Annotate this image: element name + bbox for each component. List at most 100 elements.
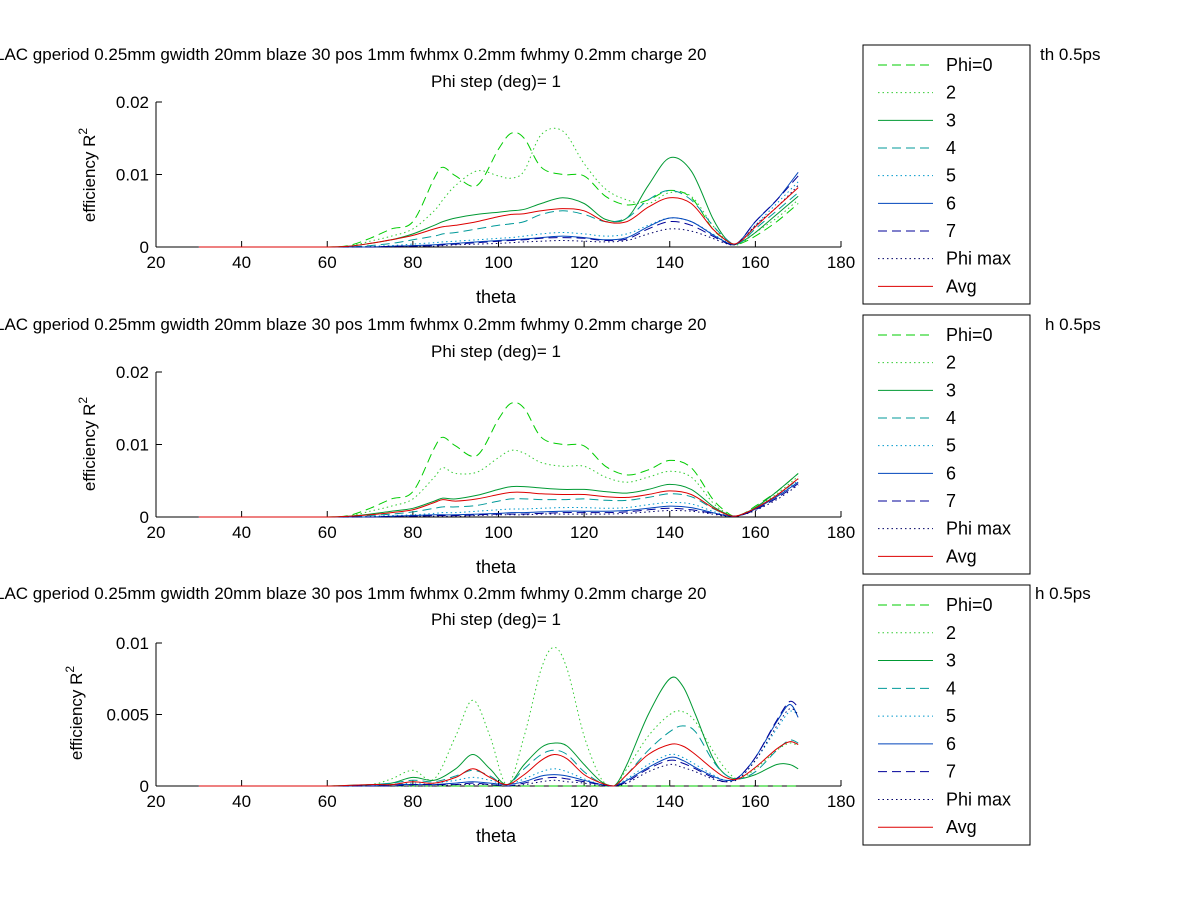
- panel-2-plot: 20 40 60 80 100 120 140 160 180 0 0.01 0.02: [116, 363, 855, 542]
- legend-label: Phi=0: [946, 325, 993, 345]
- series-line-1: [198, 401, 799, 518]
- legend-label: Phi max: [946, 249, 1011, 269]
- x-tick-label: 100: [484, 792, 512, 811]
- legend-label: 2: [946, 623, 956, 643]
- series-line-1: [198, 131, 799, 248]
- panel-1-plot: 20 40 60 80 100 120 140 160 180 0 0.01 0.02: [116, 93, 855, 272]
- x-tick-label: 180: [827, 792, 855, 811]
- legend-label: 2: [946, 353, 956, 373]
- series-line-5: [198, 480, 799, 518]
- x-tick-label: 120: [570, 253, 598, 272]
- x-tick-label: 120: [570, 523, 598, 542]
- legend-panel-1: Phi=0 2 3 4 5 6 7 Phi max Avg: [862, 44, 1031, 305]
- legend-box: [862, 314, 1031, 575]
- legend-label: 7: [946, 491, 956, 511]
- panel-1-ylabel-sup: 2: [76, 128, 90, 135]
- x-tick-label: 160: [741, 792, 769, 811]
- x-tick-label: 20: [147, 792, 166, 811]
- series-line-9: [198, 741, 799, 787]
- legend-label: 5: [946, 706, 956, 726]
- series-line-8: [198, 185, 799, 248]
- legend-panel-2: Phi=0 2 3 4 5 6 7 Phi max Avg: [862, 314, 1031, 575]
- y-tick-label: 0.01: [116, 166, 149, 185]
- y-tick-label: 0.02: [116, 363, 149, 382]
- legends: Phi=0 2 3 4 5 6 7 Phi max Avg Phi=0 2 3 4 5 6 7 Phi max A…: [862, 44, 1031, 846]
- legend-label: 5: [946, 166, 956, 186]
- x-tick-label: 40: [232, 792, 251, 811]
- legend-label: Avg: [946, 276, 977, 296]
- x-tick-label: 20: [147, 253, 166, 272]
- legend-label: 7: [946, 221, 956, 241]
- legend-label: 2: [946, 83, 956, 103]
- panel-1-title-line2: Phi step (deg)= 1: [431, 72, 561, 91]
- x-tick-label: 80: [403, 523, 422, 542]
- x-tick-label: 60: [318, 792, 337, 811]
- y-tick-label: 0.01: [116, 436, 149, 455]
- legend-label: 4: [946, 678, 956, 698]
- series-line-2: [198, 646, 799, 787]
- x-tick-label: 80: [403, 792, 422, 811]
- panel-3-title-line2: Phi step (deg)= 1: [431, 610, 561, 629]
- series-line-2: [198, 449, 799, 518]
- legend-label: 4: [946, 138, 956, 158]
- panel-1-title-line1-tail: th 0.5ps: [1040, 45, 1101, 64]
- series-line-7: [198, 700, 799, 787]
- x-tick-label: 60: [318, 523, 337, 542]
- y-tick-label: 0.02: [116, 93, 149, 112]
- y-tick-label: 0.01: [116, 634, 149, 653]
- panel-3: LAC gperiod 0.25mm gwidth 20mm blaze 30 …: [0, 584, 1091, 846]
- legend-label: 3: [946, 651, 956, 671]
- legend-label: 4: [946, 408, 956, 428]
- x-tick-label: 160: [741, 523, 769, 542]
- x-tick-label: 60: [318, 253, 337, 272]
- x-tick-label: 80: [403, 253, 422, 272]
- x-tick-label: 40: [232, 523, 251, 542]
- legend-box: [862, 584, 1031, 846]
- x-tick-label: 140: [656, 523, 684, 542]
- panel-2: LAC gperiod 0.25mm gwidth 20mm blaze 30 …: [0, 315, 1101, 577]
- x-tick-label: 180: [827, 523, 855, 542]
- panel-1-title-line1: LAC gperiod 0.25mm gwidth 20mm blaze 30 …: [0, 45, 706, 64]
- legend-label: Phi=0: [946, 595, 993, 615]
- panel-2-ylabel: efficiency R2: [76, 397, 99, 492]
- legend-label: Phi max: [946, 519, 1011, 539]
- series-line-9: [198, 478, 799, 518]
- legend-label: 3: [946, 110, 956, 130]
- x-tick-label: 140: [656, 792, 684, 811]
- x-tick-label: 180: [827, 253, 855, 272]
- series-line-9: [198, 187, 799, 248]
- x-tick-label: 20: [147, 523, 166, 542]
- legend-label: 6: [946, 734, 956, 754]
- series-line-8: [198, 484, 799, 518]
- x-tick-label: 160: [741, 253, 769, 272]
- legend-panel-3: Phi=0 2 3 4 5 6 7 Phi max Avg: [862, 584, 1031, 846]
- x-tick-label: 140: [656, 253, 684, 272]
- panel-1: LAC gperiod 0.25mm gwidth 20mm blaze 30 …: [0, 45, 1101, 307]
- legend-label: Avg: [946, 817, 977, 837]
- panel-3-ylabel-sup: 2: [63, 666, 77, 673]
- y-tick-label: 0: [140, 777, 149, 796]
- panel-3-title-line1-tail: h 0.5ps: [1035, 584, 1091, 603]
- series-line-3: [198, 473, 799, 518]
- legend-label: 6: [946, 463, 956, 483]
- legend-box: [862, 44, 1031, 305]
- panel-3-title-line1: LAC gperiod 0.25mm gwidth 20mm blaze 30 …: [0, 584, 706, 603]
- y-tick-label: 0: [140, 238, 149, 257]
- y-tick-label: 0: [140, 508, 149, 527]
- x-tick-label: 120: [570, 792, 598, 811]
- legend-label: Phi max: [946, 789, 1011, 809]
- x-tick-label: 100: [484, 523, 512, 542]
- panel-2-xlabel: theta: [476, 557, 517, 577]
- series-line-4: [198, 189, 799, 248]
- series-line-7: [198, 175, 799, 248]
- y-tick-label: 0.005: [106, 706, 149, 725]
- panel-3-xlabel: theta: [476, 826, 517, 846]
- series-line-4: [198, 725, 799, 787]
- x-tick-label: 100: [484, 253, 512, 272]
- panel-2-title-line1: LAC gperiod 0.25mm gwidth 20mm blaze 30 …: [0, 315, 706, 334]
- series-line-5: [198, 181, 799, 248]
- legend-label: Avg: [946, 546, 977, 566]
- panel-3-plot: 20 40 60 80 100 120 140 160 180 0 0.005 0.01: [106, 634, 855, 811]
- series-line-7: [198, 483, 799, 518]
